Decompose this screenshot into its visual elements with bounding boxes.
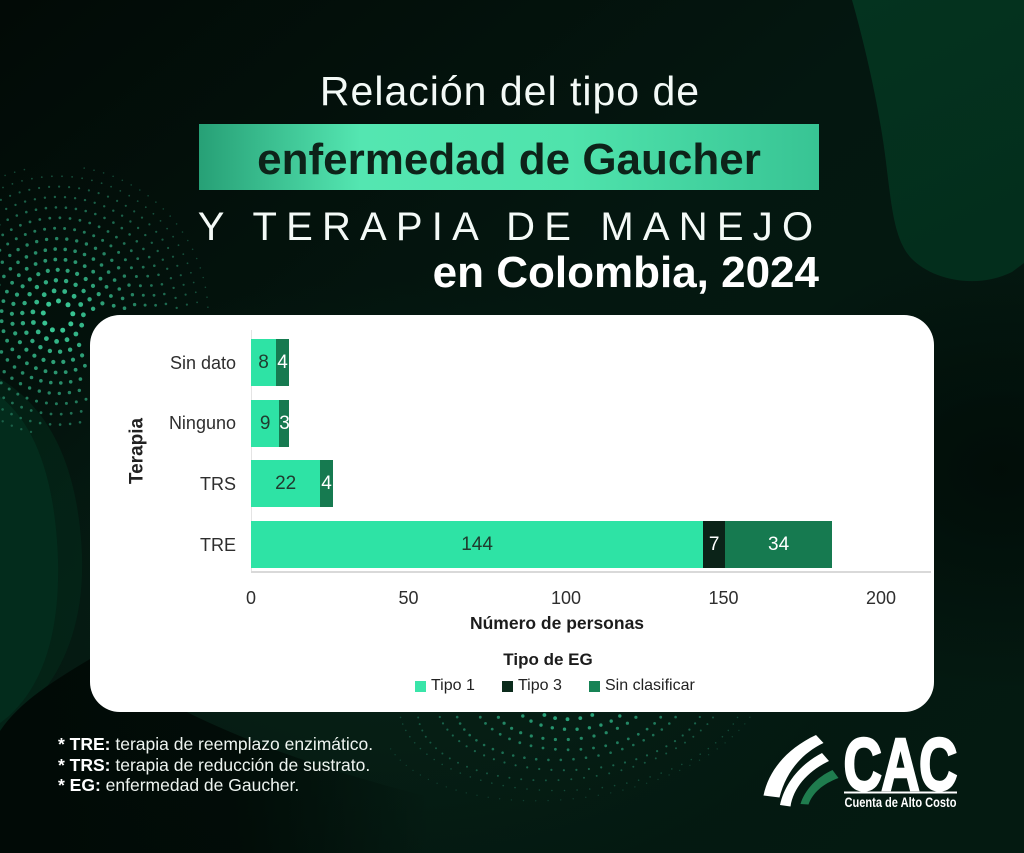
svg-text:CAC: CAC: [844, 725, 957, 806]
svg-text:Cuenta de Alto Costo: Cuenta de Alto Costo: [845, 795, 957, 810]
